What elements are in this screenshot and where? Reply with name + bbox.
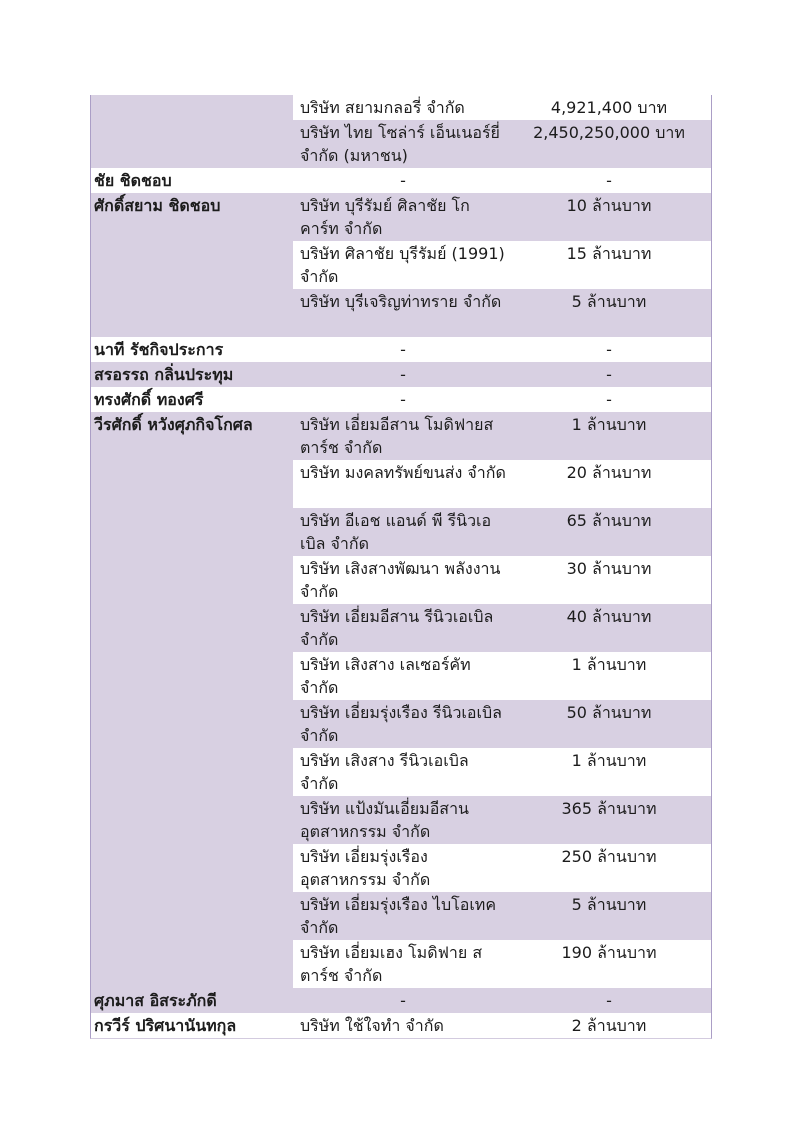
amount-cell: 50 ล้านบาท xyxy=(566,703,652,722)
table-row: บริษัท อีเอช แอนด์ พี รีนิวเอเบิล จำกัด 6… xyxy=(293,508,711,556)
table-row: -- xyxy=(293,362,711,387)
amount-cell: 65 ล้านบาท xyxy=(566,511,652,530)
table-row: บริษัท เอี่ยมรุ่งเรือง อุตสาหกรรม จำกัด 2… xyxy=(293,844,711,892)
table-row: บริษัท แป้งมันเอี่ยมอีสาน อุตสาหกรรม จำก… xyxy=(293,796,711,844)
table-row: -- xyxy=(293,168,711,193)
person-name-cell: ทรงศักดิ์ ทองศรี xyxy=(91,387,293,412)
person-group: สรอรรถ กลิ่นประทุม - - xyxy=(91,362,711,387)
person-group: วีรศักดิ์ หวังศุภกิจโกศล บริษัท เอี่ยมอีส… xyxy=(91,412,711,988)
table-row: บริษัท เอี่ยมเฮง โมดิฟาย สตาร์ช จำกัด 190… xyxy=(293,940,711,988)
table-row: บริษัท เอี่ยมอีสาน โมดิฟายสตาร์ช จำกัด 1 … xyxy=(293,412,711,460)
amount-cell: - xyxy=(606,390,612,409)
table-row: บริษัท เอี่ยมรุ่งเรือง รีนิวเอเบิล จำกัด… xyxy=(293,700,711,748)
company-rows: -- xyxy=(293,387,711,412)
table-row: บริษัท ศิลาชัย บุรีรัมย์ (1991) จำกัด 15 … xyxy=(293,241,711,289)
table-row: บริษัท บุรีรัมย์ ศิลาชัย โกคาร์ท จำกัด 10… xyxy=(293,193,711,241)
person-group: กรวีร์ ปริศนานันทกุล บริษัท ใช้ใจทำ จำกัด… xyxy=(91,1013,711,1038)
amount-cell: 5 ล้านบาท xyxy=(571,292,647,311)
company-cell: บริษัท ใช้ใจทำ จำกัด xyxy=(300,1016,444,1035)
company-rows: บริษัท สยามกลอรี่ จำกัด 4,921,400 บาท บริษ… xyxy=(293,95,711,168)
company-cell: บริษัท เอี่ยมอีสาน รีนิวเอเบิล จำกัด xyxy=(300,607,494,649)
ownership-table: บริษัท สยามกลอรี่ จำกัด 4,921,400 บาท บริษ… xyxy=(90,95,712,1039)
table-row: บริษัท เสิงสาง รีนิวเอเบิล จำกัด 1 ล้านบา… xyxy=(293,748,711,796)
company-rows: บริษัท บุรีรัมย์ ศิลาชัย โกคาร์ท จำกัด 10… xyxy=(293,193,711,337)
amount-cell: - xyxy=(606,171,612,190)
company-cell: บริษัท เอี่ยมเฮง โมดิฟาย สตาร์ช จำกัด xyxy=(300,943,483,985)
person-name-cell: วีรศักดิ์ หวังศุภกิจโกศล xyxy=(91,412,293,988)
person-name-cell: ชัย ชิดชอบ xyxy=(91,168,293,193)
amount-cell: 1 ล้านบาท xyxy=(571,751,647,770)
company-cell: บริษัท แป้งมันเอี่ยมอีสาน อุตสาหกรรม จำก… xyxy=(300,799,469,841)
amount-cell: 4,921,400 บาท xyxy=(550,98,668,117)
table-row: บริษัท มงคลทรัพย์ขนส่ง จำกัด 20 ล้านบาท xyxy=(293,460,711,508)
company-rows: -- xyxy=(293,988,711,1013)
company-cell: บริษัท บุรีรัมย์ ศิลาชัย โกคาร์ท จำกัด xyxy=(300,196,470,238)
amount-cell: - xyxy=(606,365,612,384)
company-cell: บริษัท เอี่ยมรุ่งเรือง รีนิวเอเบิล จำกัด xyxy=(300,703,502,745)
table-row: บริษัท ใช้ใจทำ จำกัด 2 ล้านบาท xyxy=(293,1013,711,1038)
amount-cell: 1 ล้านบาท xyxy=(571,655,647,674)
amount-cell: 5 ล้านบาท xyxy=(571,895,647,914)
amount-cell: - xyxy=(606,991,612,1010)
company-rows: -- xyxy=(293,362,711,387)
table-row: บริษัท สยามกลอรี่ จำกัด 4,921,400 บาท xyxy=(293,95,711,120)
company-cell: - xyxy=(400,390,406,409)
company-cell: บริษัท เอี่ยมอีสาน โมดิฟายสตาร์ช จำกัด xyxy=(300,415,494,457)
person-name-cell: สรอรรถ กลิ่นประทุม xyxy=(91,362,293,387)
company-cell: บริษัท ศิลาชัย บุรีรัมย์ (1991) จำกัด xyxy=(300,244,505,286)
person-name-cell: นาที รัชกิจประการ xyxy=(91,337,293,362)
company-cell: บริษัท อีเอช แอนด์ พี รีนิวเอเบิล จำกัด xyxy=(300,511,492,553)
amount-cell: 20 ล้านบาท xyxy=(566,463,652,482)
amount-cell: 250 ล้านบาท xyxy=(561,847,657,866)
table-row: บริษัท ไทย โซล่าร์ เอ็นเนอร์ยี่ จำกัด (ม… xyxy=(293,120,711,168)
table-row: บริษัท เสิงสาง เลเซอร์คัท จำกัด 1 ล้านบาท xyxy=(293,652,711,700)
amount-cell: 1 ล้านบาท xyxy=(571,415,647,434)
table-row: บริษัท เอี่ยมรุ่งเรือง ไบโอเทค จำกัด 5 ล้… xyxy=(293,892,711,940)
company-cell: บริษัท เอี่ยมรุ่งเรือง อุตสาหกรรม จำกัด xyxy=(300,847,431,889)
company-cell: บริษัท ไทย โซล่าร์ เอ็นเนอร์ยี่ จำกัด (ม… xyxy=(300,123,500,165)
company-cell: บริษัท เสิงสางพัฒนา พลังงาน จำกัด xyxy=(300,559,501,601)
amount-cell: 190 ล้านบาท xyxy=(561,943,657,962)
table-row: -- xyxy=(293,387,711,412)
table-row: บริษัท เอี่ยมอีสาน รีนิวเอเบิล จำกัด 40 ล… xyxy=(293,604,711,652)
table-row: -- xyxy=(293,337,711,362)
person-group: ชัย ชิดชอบ - - xyxy=(91,168,711,193)
person-group: ศุภมาส อิสระภักดี - - xyxy=(91,988,711,1013)
company-rows: บริษัท ใช้ใจทำ จำกัด 2 ล้านบาท xyxy=(293,1013,711,1038)
amount-cell: 2 ล้านบาท xyxy=(571,1016,647,1035)
amount-cell: - xyxy=(606,340,612,359)
company-cell: บริษัท เอี่ยมรุ่งเรือง ไบโอเทค จำกัด xyxy=(300,895,497,937)
person-group: ทรงศักดิ์ ทองศรี - - xyxy=(91,387,711,412)
table-row: -- xyxy=(293,988,711,1013)
person-group: บริษัท สยามกลอรี่ จำกัด 4,921,400 บาท บริษ… xyxy=(91,95,711,168)
company-rows: -- xyxy=(293,168,711,193)
company-cell: - xyxy=(400,340,406,359)
company-cell: บริษัท มงคลทรัพย์ขนส่ง จำกัด xyxy=(300,463,506,482)
table-row: บริษัท เสิงสางพัฒนา พลังงาน จำกัด 30 ล้าน… xyxy=(293,556,711,604)
company-cell: บริษัท เสิงสาง เลเซอร์คัท จำกัด xyxy=(300,655,471,697)
company-rows: -- xyxy=(293,337,711,362)
person-name-cell: ศักดิ์สยาม ชิดชอบ xyxy=(91,193,293,337)
company-cell: บริษัท เสิงสาง รีนิวเอเบิล จำกัด xyxy=(300,751,469,793)
company-cell: - xyxy=(400,991,406,1010)
person-group: นาที รัชกิจประการ - - xyxy=(91,337,711,362)
company-cell: บริษัท บุรีเจริญท่าทราย จำกัด xyxy=(300,292,502,311)
company-cell: - xyxy=(400,365,406,384)
person-group: ศักดิ์สยาม ชิดชอบ บริษัท บุรีรัมย์ ศิลาชั… xyxy=(91,193,711,337)
table-row: บริษัท บุรีเจริญท่าทราย จำกัด 5 ล้านบาท xyxy=(293,289,711,337)
amount-cell: 40 ล้านบาท xyxy=(566,607,652,626)
person-name-cell: กรวีร์ ปริศนานันทกุล xyxy=(91,1013,293,1038)
amount-cell: 10 ล้านบาท xyxy=(566,196,652,215)
company-cell: บริษัท สยามกลอรี่ จำกัด xyxy=(300,98,465,117)
amount-cell: 365 ล้านบาท xyxy=(561,799,657,818)
amount-cell: 30 ล้านบาท xyxy=(566,559,652,578)
amount-cell: 15 ล้านบาท xyxy=(566,244,652,263)
company-cell: - xyxy=(400,171,406,190)
person-name-cell xyxy=(91,95,293,168)
amount-cell: 2,450,250,000 บาท xyxy=(533,123,685,142)
company-rows: บริษัท เอี่ยมอีสาน โมดิฟายสตาร์ช จำกัด 1 … xyxy=(293,412,711,988)
person-name-cell: ศุภมาส อิสระภักดี xyxy=(91,988,293,1013)
